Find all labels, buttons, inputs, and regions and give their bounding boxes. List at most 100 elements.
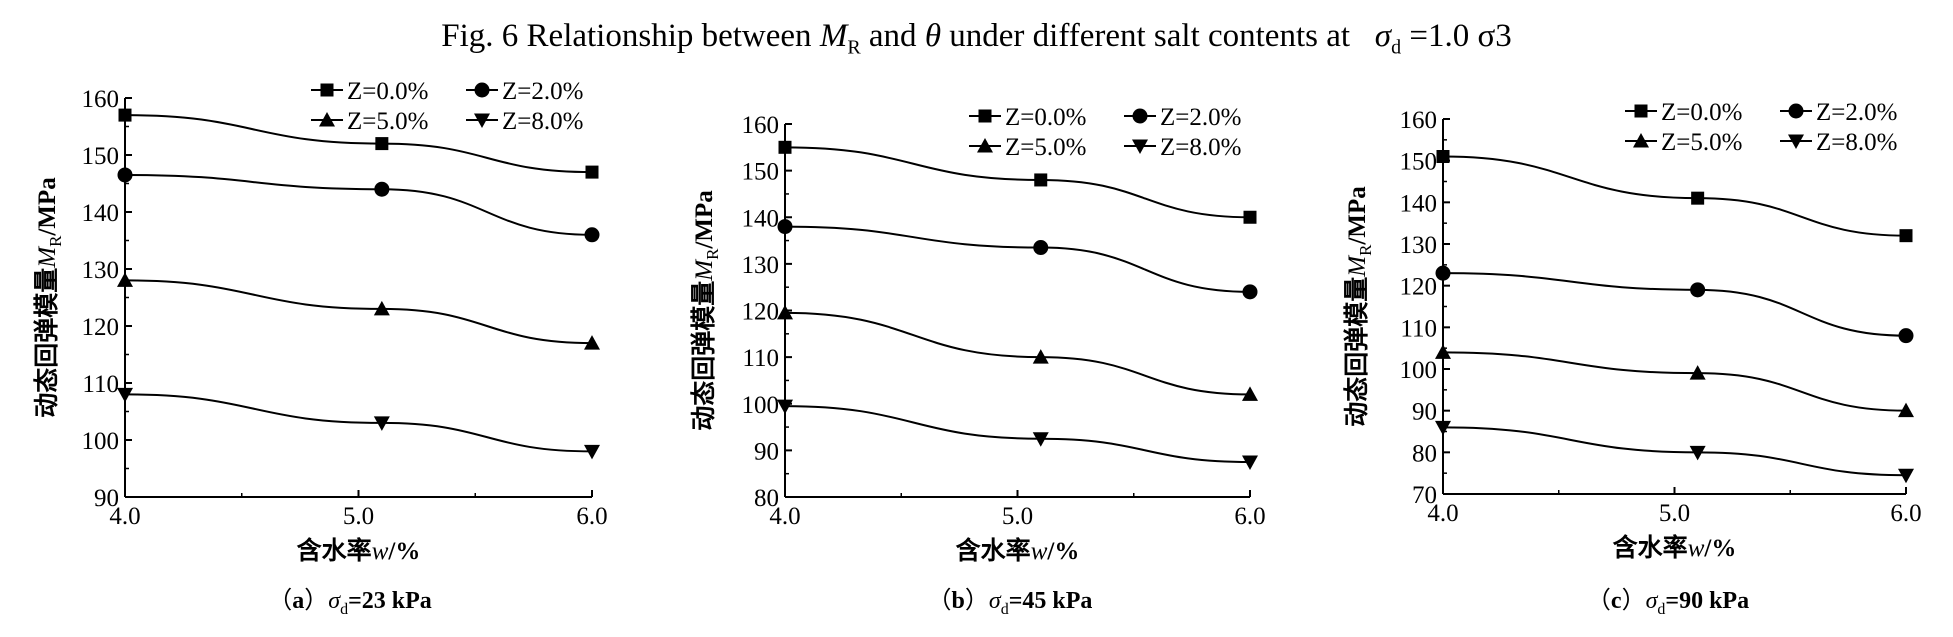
x-axis-label-unit: /% (387, 538, 420, 565)
data-point-square-marker (375, 137, 389, 151)
series-line-Z=2.0% (1442, 272, 1907, 337)
data-point-triangle-down-marker (1032, 432, 1049, 447)
series-line-Z=8.0% (124, 393, 593, 453)
data-point-triangle-up-marker (117, 272, 133, 287)
y-axis-label: 动态回弹模量MR/MPa (1342, 186, 1375, 427)
data-point-triangle-up-marker (584, 335, 600, 350)
data-point-circle-marker (1435, 265, 1451, 281)
data-point-triangle-down-marker (1898, 468, 1914, 484)
y-tick-label: 140 (1400, 190, 1438, 217)
caption-open: （ (268, 588, 292, 614)
legend-label: Z=8.0% (502, 108, 583, 135)
y-axis-label-text: 动态回弹模量 (32, 268, 61, 418)
series-line-Z=8.0% (784, 405, 1251, 464)
title-and: and (868, 18, 917, 54)
x-tick-label: 6.0 (1890, 500, 1921, 527)
x-axis-label-variable: w (372, 538, 389, 565)
chart-panel-3: 70 80 90 100 110 120 130 140 150 160 4.0 5.0 6.0 含水率w… (1342, 99, 1922, 618)
data-point-circle-marker (584, 227, 600, 243)
data-point-circle-marker (117, 167, 133, 183)
title-mr-symbol: M (819, 18, 848, 54)
figure-title: Fig. 6 Relationship between MR and θ und… (0, 14, 1953, 70)
x-axis-label-variable: w (1031, 538, 1048, 565)
data-point-square-marker (1899, 229, 1913, 243)
x-axis-label: 含水率w/% (956, 536, 1080, 565)
x-tick-label: 5.0 (343, 503, 374, 530)
legend: Z=0.0% Z=2.0% Z=5.0% Z=8.0% (969, 104, 1241, 161)
y-axis-label-subscript: R (46, 235, 65, 247)
data-point-square-marker (778, 140, 792, 154)
x-tick-label: 4.0 (109, 503, 140, 530)
legend-circle-marker (1132, 108, 1148, 124)
y-tick-label: 130 (1400, 232, 1438, 259)
legend: Z=0.0% Z=2.0% Z=5.0% Z=8.0% (311, 78, 583, 135)
caption-open: （ (1587, 588, 1611, 614)
series-line-Z=5.0% (124, 279, 593, 345)
data-point-square-marker (1691, 191, 1705, 205)
y-axis-label-unit: /MPa (1344, 186, 1371, 246)
data-point-triangle-up-marker (373, 300, 390, 316)
series-line-Z=8.0% (1442, 426, 1907, 477)
y-axis-label-subscript: R (703, 248, 722, 260)
data-point-square-marker (1034, 173, 1048, 187)
legend-label: Z=0.0% (1005, 104, 1086, 131)
y-tick-label: 100 (1400, 357, 1438, 384)
y-axis-label: 动态回弹模量MR/MPa (32, 177, 65, 418)
y-tick-label: 110 (82, 371, 119, 398)
y-tick-label: 90 (1412, 399, 1437, 426)
y-axis-label-text: 动态回弹模量 (689, 281, 718, 431)
data-point-square-marker (118, 108, 132, 122)
x-tick-label: 6.0 (1234, 503, 1265, 530)
data-point-triangle-down-marker (584, 444, 600, 460)
data-point-circle-marker (374, 181, 390, 197)
x-axis-label: 含水率w/% (1613, 533, 1737, 562)
y-tick-label: 70 (1412, 482, 1437, 509)
y-tick-label: 120 (1400, 274, 1438, 301)
legend-label: Z=0.0% (1661, 99, 1742, 126)
y-tick-label: 120 (82, 314, 120, 341)
y-axis-label-unit: /MPa (34, 177, 61, 237)
y-tick-label: 160 (1400, 107, 1438, 134)
title-mr-subscript: R (847, 36, 861, 59)
y-tick-label: 160 (82, 86, 120, 113)
caption-sigma: σ (328, 588, 341, 614)
y-tick-label: 130 (742, 252, 780, 279)
title-sigma-symbol: σ (1374, 18, 1392, 54)
title-middle: under different salt contents at (949, 18, 1351, 54)
legend-square-marker (320, 83, 334, 97)
data-point-circle-marker (1898, 328, 1914, 344)
legend-triangle-down-marker (1132, 139, 1148, 154)
data-point-triangle-up-marker (1898, 402, 1914, 418)
y-axis-label-subscript: R (1356, 244, 1375, 256)
x-axis-label-text: 含水率 (956, 536, 1031, 565)
y-tick-label: 80 (1412, 440, 1437, 467)
caption-value: =23 kPa (348, 588, 432, 614)
data-point-triangle-down-marker (373, 416, 390, 431)
series-line-Z=2.0% (784, 225, 1251, 293)
y-tick-label: 100 (82, 428, 120, 455)
y-tick-label: 130 (82, 257, 120, 284)
data-point-triangle-down-marker (1435, 420, 1451, 436)
caption-sigma: σ (1646, 588, 1659, 614)
x-tick-label: 6.0 (576, 503, 607, 530)
x-tick-label: 5.0 (1002, 503, 1033, 530)
legend-label: Z=5.0% (1005, 134, 1086, 161)
caption-letter: b (952, 588, 965, 614)
legend-triangle-up-marker (319, 112, 335, 127)
caption-subscript: d (340, 601, 348, 618)
legend-label: Z=2.0% (1160, 104, 1241, 131)
x-axis-label-text: 含水率 (297, 536, 372, 565)
x-axis-label-unit: /% (1703, 535, 1736, 562)
caption-close: ） (304, 588, 328, 614)
caption-close: ） (965, 588, 989, 614)
title-prefix: Fig. 6 Relationship between (441, 18, 812, 54)
legend-triangle-down-marker (474, 113, 490, 128)
y-axis-label: 动态回弹模量MR/MPa (689, 190, 722, 431)
y-tick-label: 90 (94, 485, 119, 512)
data-point-triangle-down-marker (1689, 445, 1706, 461)
legend-square-marker (1634, 104, 1648, 118)
y-tick-label: 150 (1400, 149, 1438, 176)
caption-value: =90 kPa (1665, 588, 1749, 614)
series-line-Z=5.0% (1442, 351, 1907, 412)
